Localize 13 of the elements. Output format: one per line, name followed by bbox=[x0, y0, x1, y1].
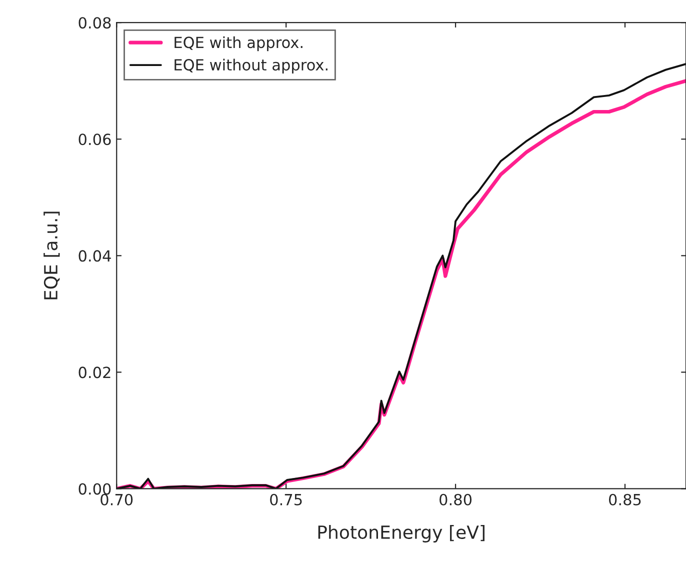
legend-label: EQE without approx. bbox=[174, 58, 328, 74]
x-tick-label: 0.75 bbox=[270, 494, 302, 506]
y-tick-label: 0.08 bbox=[78, 17, 111, 29]
legend-label: EQE with approx. bbox=[174, 36, 302, 52]
y-axis-title: EQE [a.u.] bbox=[44, 212, 60, 300]
x-axis-title: PhotonEnergy [eV] bbox=[318, 525, 484, 543]
y-tick-label: 0.00 bbox=[78, 483, 111, 495]
y-tick-label: 0.06 bbox=[78, 134, 111, 146]
x-tick-label: 0.80 bbox=[440, 494, 472, 506]
x-tick-label: 0.85 bbox=[608, 494, 641, 506]
y-tick-label: 0.02 bbox=[78, 366, 110, 378]
x-tick-label: 0.70 bbox=[100, 494, 133, 506]
y-tick-label: 0.04 bbox=[78, 250, 111, 262]
